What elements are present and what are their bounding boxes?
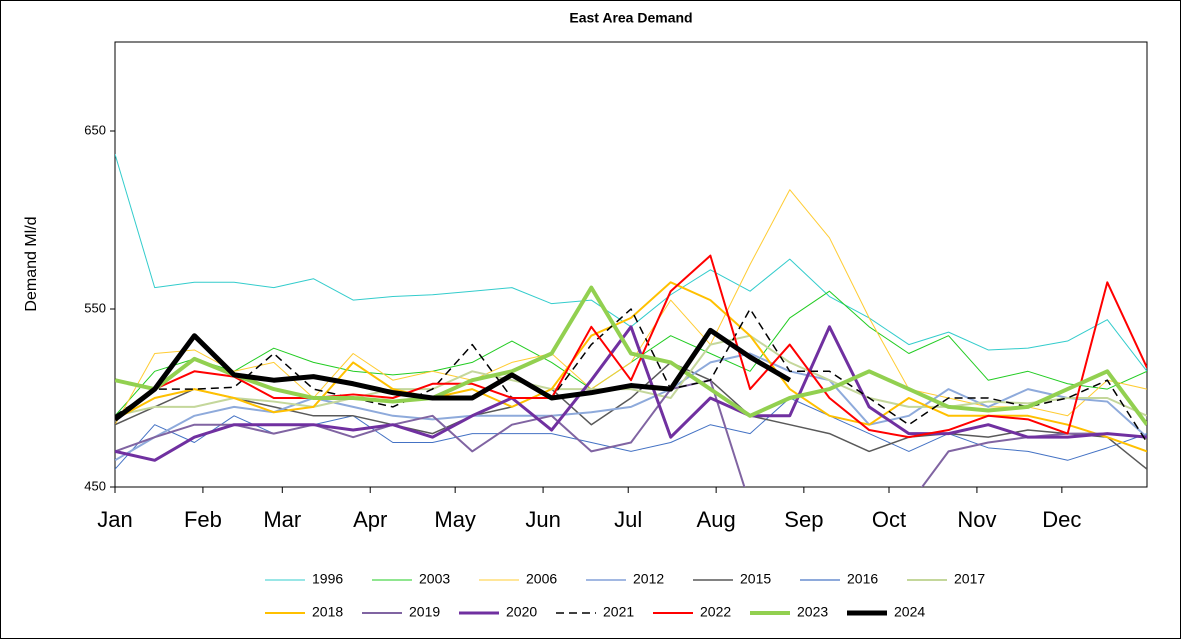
- x-tick-label: Dec: [1042, 507, 1081, 532]
- plot-lines: [115, 153, 1147, 487]
- series-line: [115, 325, 1147, 462]
- x-tick-label: Oct: [872, 507, 906, 532]
- x-tick-label: Feb: [184, 507, 222, 532]
- legend-label: 2017: [954, 571, 985, 587]
- x-tick-label: May: [434, 507, 476, 532]
- x-tick-label: Nov: [957, 507, 996, 532]
- plot-border: [114, 41, 1148, 488]
- y-tick-label: 550: [84, 300, 106, 315]
- legend-label: 2016: [847, 571, 878, 587]
- series-line: [115, 285, 1147, 426]
- x-tick-label: Jan: [97, 507, 132, 532]
- x-tick-label: Apr: [353, 507, 387, 532]
- y-tick-label: 450: [84, 478, 106, 493]
- y-axis-label: Demand Ml/d: [23, 216, 40, 311]
- series-line: [115, 379, 1147, 487]
- legend-label: 2015: [740, 571, 771, 587]
- y-tick-label: 650: [84, 122, 106, 137]
- legend-label: 2019: [409, 604, 440, 620]
- legend-label: 2022: [700, 604, 731, 620]
- series-line: [115, 254, 1147, 439]
- legend-label: 2020: [506, 604, 537, 620]
- series-line: [115, 327, 792, 422]
- x-tick-label: Sep: [784, 507, 823, 532]
- legend-label: 2021: [603, 604, 634, 620]
- chart-title: East Area Demand: [569, 10, 692, 26]
- x-tick-label: Jul: [614, 507, 642, 532]
- series-line: [115, 308, 1147, 443]
- legend-label: 1996: [312, 571, 343, 587]
- legend-label: 2024: [894, 604, 925, 620]
- x-tick-label: Jun: [525, 507, 560, 532]
- x-tick-label: Aug: [697, 507, 736, 532]
- legend-label: 2023: [797, 604, 828, 620]
- x-tick-label: Mar: [263, 507, 301, 532]
- legend-label: 2012: [633, 571, 664, 587]
- series-line: [115, 352, 1147, 462]
- legend-label: 2018: [312, 604, 343, 620]
- series-line: [115, 281, 1147, 453]
- series-line: [115, 334, 1147, 417]
- legend-label: 2003: [419, 571, 450, 587]
- legend-label: 2006: [526, 571, 557, 587]
